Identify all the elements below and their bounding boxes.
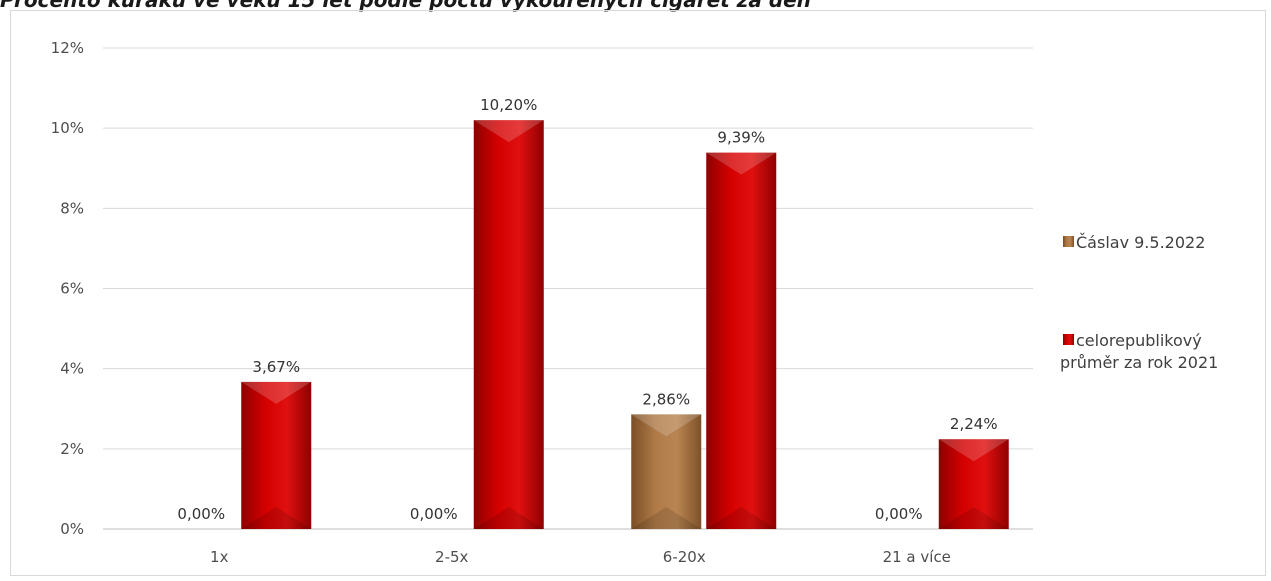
data-label: 10,20% xyxy=(480,96,537,114)
legend-item: celorepublikový průměr za rok 2021 xyxy=(1060,331,1218,372)
legend-swatch xyxy=(1063,236,1074,247)
y-tick-label: 4% xyxy=(60,360,84,378)
y-tick-label: 8% xyxy=(60,199,84,217)
chart-frame xyxy=(10,10,1266,576)
y-tick-label: 0% xyxy=(60,520,84,538)
legend-swatch xyxy=(1063,334,1074,345)
data-label: 9,39% xyxy=(717,129,765,147)
data-label: 0,00% xyxy=(875,505,923,523)
y-tick-label: 6% xyxy=(60,280,84,298)
data-label: 2,86% xyxy=(642,390,690,408)
x-tick-label: 2-5x xyxy=(435,548,468,566)
legend-label: Čáslav 9.5.2022 xyxy=(1076,233,1205,252)
y-tick-label: 2% xyxy=(60,440,84,458)
data-label: 0,00% xyxy=(410,505,458,523)
bar xyxy=(241,381,312,529)
bar xyxy=(631,414,702,529)
chart-title: Procento kuřáků ve věku 15 let podle poč… xyxy=(0,0,811,12)
y-tick-label: 12% xyxy=(51,39,84,57)
bar xyxy=(473,120,544,530)
data-label: 0,00% xyxy=(177,505,225,523)
x-tick-label: 21 a více xyxy=(883,548,951,566)
data-label: 2,24% xyxy=(950,415,998,433)
legend-item: Čáslav 9.5.2022 xyxy=(1063,233,1205,252)
data-label: 3,67% xyxy=(252,358,300,376)
bar xyxy=(706,152,777,529)
x-tick-label: 1x xyxy=(210,548,229,566)
x-tick-label: 6-20x xyxy=(663,548,706,566)
y-tick-label: 10% xyxy=(51,119,84,137)
legend-label: celorepublikový průměr za rok 2021 xyxy=(1060,331,1218,372)
bar xyxy=(938,439,1009,529)
